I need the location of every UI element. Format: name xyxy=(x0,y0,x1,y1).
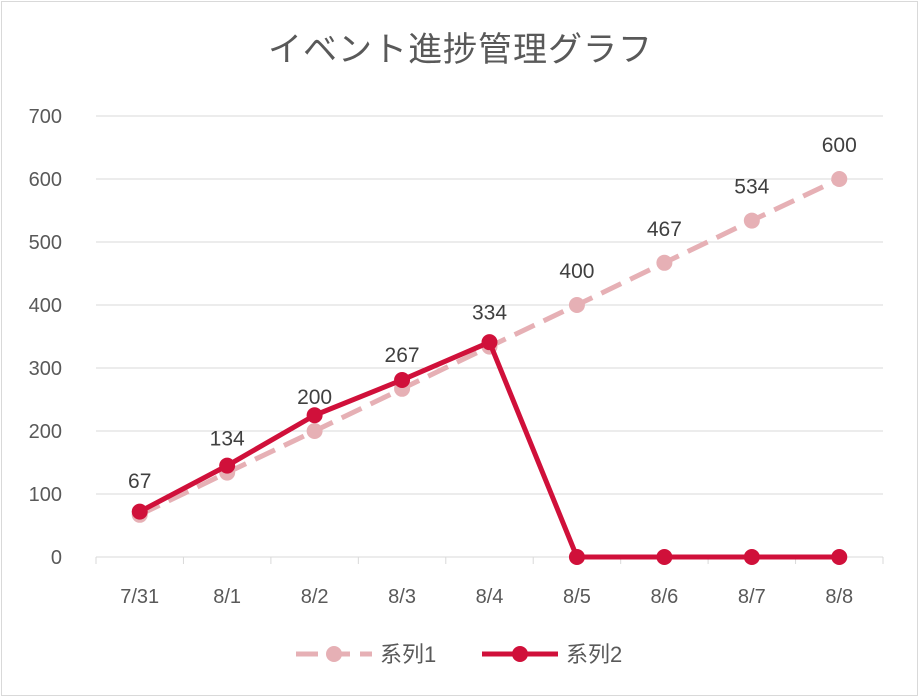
data-label: 134 xyxy=(210,428,245,451)
x-tick-label: 8/1 xyxy=(213,586,241,608)
y-tick-label: 200 xyxy=(29,421,62,443)
data-label: 400 xyxy=(559,260,594,283)
series-2-point xyxy=(831,549,848,565)
chart-title: イベント進捗管理グラフ xyxy=(268,30,653,70)
series-layer xyxy=(131,171,848,565)
x-tick-label: 8/7 xyxy=(738,586,766,608)
y-tick-label: 500 xyxy=(29,232,62,254)
y-tick-label: 100 xyxy=(29,484,62,506)
data-label: 200 xyxy=(297,386,332,409)
legend: 系列1 系列2 xyxy=(296,642,622,667)
series-1-point xyxy=(743,212,760,229)
y-tick-label: 300 xyxy=(29,358,62,380)
series-2-point xyxy=(394,371,411,388)
series-2-point xyxy=(656,549,673,565)
series-2-point xyxy=(306,407,323,424)
x-tick-label: 8/2 xyxy=(301,586,329,608)
x-tick-label: 8/3 xyxy=(388,586,416,608)
data-label: 600 xyxy=(822,134,857,157)
series-1-point xyxy=(831,171,848,187)
axis-layer: 0 100 200 300 400 500 600 700 7/31 8/1 8/2 8/3 8/4 8/… xyxy=(29,106,884,608)
series-2-point xyxy=(131,503,148,520)
x-tick-label: 8/4 xyxy=(476,586,504,608)
series-1-point xyxy=(568,297,585,313)
series-2-point xyxy=(481,334,498,351)
legend-swatch-marker xyxy=(512,646,528,662)
x-tick-label: 8/6 xyxy=(650,586,678,608)
series-1-point xyxy=(656,254,673,271)
y-tick-label: 600 xyxy=(29,169,62,191)
series-2-point xyxy=(743,549,760,565)
legend-label: 系列1 xyxy=(380,642,436,667)
legend-swatch-marker xyxy=(326,646,342,662)
data-label: 334 xyxy=(472,302,507,325)
series-2-point xyxy=(219,457,236,474)
x-tick-label: 8/8 xyxy=(825,586,853,608)
y-tick-label: 400 xyxy=(29,295,62,317)
grid-layer xyxy=(96,115,883,558)
data-label-layer: 67 134 200 267 334 400 467 534 600 xyxy=(128,134,857,493)
legend-label: 系列2 xyxy=(566,642,622,667)
y-tick-label: 700 xyxy=(29,106,62,128)
x-tick-label: 8/5 xyxy=(563,586,591,608)
series-1-point xyxy=(306,423,323,439)
data-label: 67 xyxy=(128,470,151,493)
data-label: 467 xyxy=(647,218,682,241)
data-label: 267 xyxy=(385,344,420,367)
y-tick-label: 0 xyxy=(51,547,62,569)
series-2-point xyxy=(568,549,585,565)
x-tick-label: 7/31 xyxy=(120,586,159,608)
data-label: 534 xyxy=(734,176,769,199)
